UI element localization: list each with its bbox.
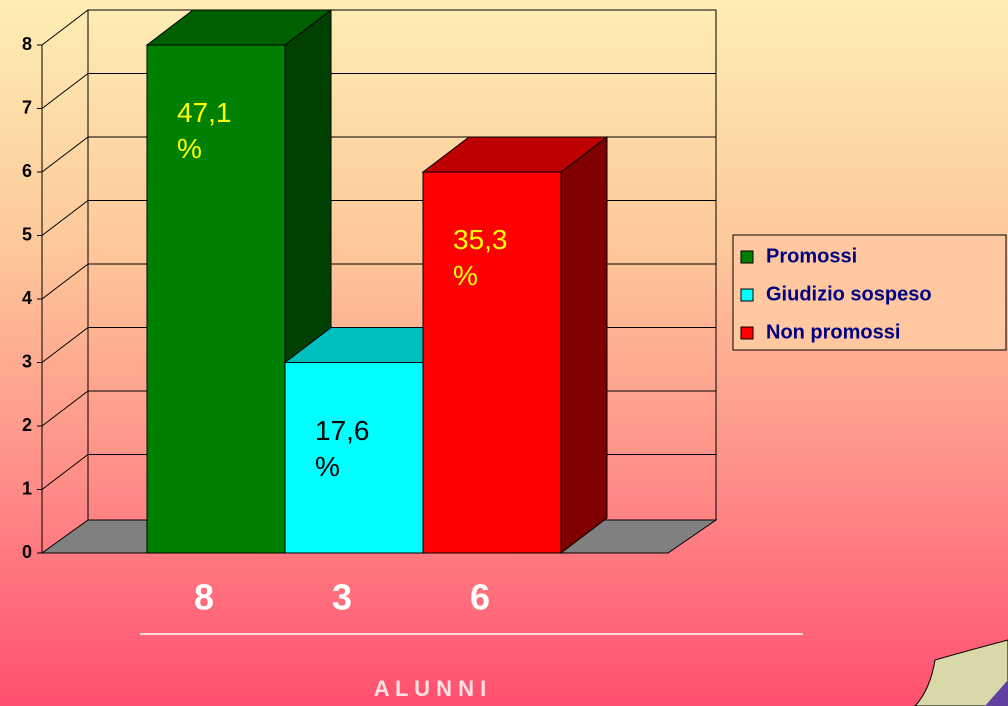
y-tick-label: 4: [22, 288, 32, 308]
legend-swatch: [741, 327, 753, 339]
legend-label: Non promossi: [766, 321, 900, 343]
y-tick-label: 2: [22, 415, 32, 435]
grid-line: [42, 455, 88, 490]
legend-label: Giudizio sospeso: [766, 283, 932, 305]
x-tick-label: 3: [332, 577, 352, 618]
chart: A L U N N I 0 1 2 3 4 5 6 7 8 8 3 6 Promossi Giudizio…: [0, 0, 1008, 706]
decoration: [915, 640, 1008, 706]
grid-line: [42, 137, 88, 172]
y-tick-label: 1: [22, 478, 32, 498]
x-tick-label: 6: [470, 577, 490, 618]
grid-line: [42, 74, 88, 109]
y-tick-label: 5: [22, 224, 32, 244]
x-axis-title: A L U N N I: [374, 676, 486, 701]
y-tick-label: 3: [22, 351, 32, 371]
y-tick-label: 6: [22, 161, 32, 181]
grid-line: [42, 201, 88, 236]
grid-line: [42, 264, 88, 299]
legend-swatch: [741, 251, 753, 263]
legend-label: Promossi: [766, 245, 857, 267]
annotation: 17,6 %: [315, 413, 385, 485]
annotation: 35,3 %: [453, 222, 523, 294]
grid-line: [42, 328, 88, 363]
legend-swatch: [741, 289, 753, 301]
bar-side: [561, 137, 607, 553]
y-tick-label: 0: [22, 542, 32, 562]
y-tick-label: 8: [22, 34, 32, 54]
page: A L U N N I 0 1 2 3 4 5 6 7 8 8 3 6 Promossi Giudizio…: [0, 0, 1008, 706]
y-tick-label: 7: [22, 97, 32, 117]
annotation: 47,1 %: [177, 95, 247, 167]
x-tick-label: 8: [194, 577, 214, 618]
grid-line: [42, 10, 88, 45]
grid-line: [42, 391, 88, 426]
